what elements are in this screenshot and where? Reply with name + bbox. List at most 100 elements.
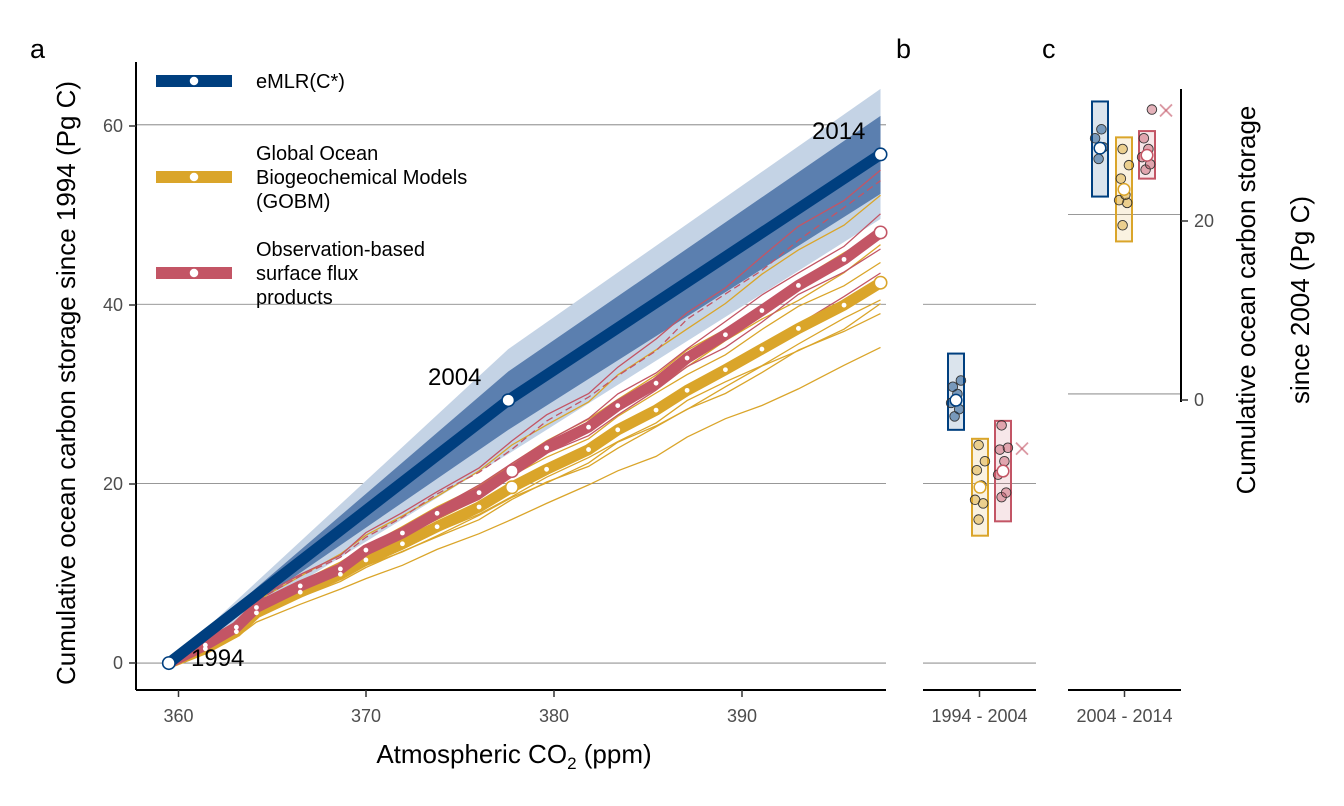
gobm-annual-point xyxy=(653,407,659,413)
legend-entry-gobm: Global Ocean Biogeochemical Models (GOBM… xyxy=(156,143,467,213)
gobm-member-point xyxy=(979,455,991,467)
obs-member-line xyxy=(168,180,881,664)
legend-entry-obs: Observation-based surface flux products xyxy=(156,239,425,309)
gobm-member-point xyxy=(971,464,983,476)
gobm-member-point xyxy=(973,439,984,451)
x-tick-label: 370 xyxy=(351,706,381,726)
obs-member-point xyxy=(1146,104,1158,115)
year-label-1994: 1994 xyxy=(191,645,244,672)
panel-c-y-tick-label: 20 xyxy=(1194,211,1214,231)
legend-label-gobm: Global Ocean xyxy=(256,143,378,165)
gobm-annual-point xyxy=(363,557,369,563)
obs-member-point xyxy=(1138,133,1150,144)
ensemble-mean-markers xyxy=(161,147,888,671)
obs-annual-point xyxy=(297,583,303,589)
panel-c-y-axis-label: since 2004 (Pg C) xyxy=(1285,196,1315,404)
gobm-member-point xyxy=(1121,197,1133,209)
gobm-annual-point xyxy=(759,346,765,352)
obs-annual-point xyxy=(759,308,765,313)
panel-a-gridlines xyxy=(136,124,886,664)
panel-c-marks xyxy=(1089,100,1173,243)
emlr-decade-point xyxy=(161,656,176,671)
obs-member-point xyxy=(996,420,1007,431)
panel-label-c: c xyxy=(1042,34,1056,64)
obs-member-point xyxy=(1002,442,1014,454)
panel-a: 360 370 380 390 0 20 40 60 Atmospheric C… xyxy=(51,62,888,773)
obs-annual-point xyxy=(615,403,621,409)
legend-label-obs: surface flux xyxy=(256,263,358,285)
legend-key-emlr-marker xyxy=(188,75,200,87)
emlr-decade-point xyxy=(501,393,516,408)
obs-annual-point xyxy=(684,355,690,361)
gobm-member-point xyxy=(1117,220,1128,231)
y-tick-label: 40 xyxy=(103,295,123,315)
emlr-member-point xyxy=(947,381,959,393)
obs-annual-point xyxy=(586,424,591,430)
obs-annual-point xyxy=(544,445,549,451)
obs-member-point xyxy=(994,444,1006,455)
panel-label-b: b xyxy=(896,34,911,64)
gobm-annual-point xyxy=(434,524,440,530)
gobm-annual-point xyxy=(586,447,591,452)
gobm-decade-point xyxy=(504,480,519,495)
x-tick-label: 390 xyxy=(727,706,757,726)
gobm-annual-point xyxy=(233,629,239,635)
obs-annual-point xyxy=(653,380,659,386)
obs-annual-point xyxy=(841,256,847,262)
gobm-annual-point xyxy=(544,466,549,472)
gobm-annual-point xyxy=(723,367,728,373)
gobm-decade-point xyxy=(873,275,888,290)
gobm-annual-point xyxy=(476,504,482,510)
x-axis-label: Atmospheric CO2 (ppm) xyxy=(376,739,651,773)
gobm-member-point xyxy=(1123,159,1135,171)
obs-annual-point xyxy=(796,282,801,288)
obs-annual-point xyxy=(363,547,369,553)
gobm-annual-point xyxy=(796,326,801,331)
gobm-annual-point xyxy=(400,541,405,547)
obs-annual-point xyxy=(337,566,343,572)
gobm-mean-point xyxy=(1117,182,1131,196)
obs-member-point xyxy=(999,455,1010,467)
obs-annual-point xyxy=(476,490,482,496)
gobm-annual-point xyxy=(297,589,303,595)
y-tick-label: 60 xyxy=(103,116,123,136)
panel-c-x-tick-label: 2004 - 2014 xyxy=(1076,706,1172,726)
gobm-member-line xyxy=(168,346,881,664)
obs-annual-point xyxy=(723,332,728,338)
obs-annual-point xyxy=(400,530,405,536)
legend-label-obs: Observation-based xyxy=(256,239,425,261)
panel-b-marks xyxy=(945,352,1029,537)
gobm-mean-point xyxy=(973,480,987,494)
panel-b: 1994 - 2004 xyxy=(923,303,1036,726)
y-tick-label: 20 xyxy=(103,474,123,494)
panel-c-y-axis-label: Cumulative ocean carbon storage xyxy=(1231,106,1261,495)
gobm-annual-point xyxy=(202,646,208,652)
emlr-member-point xyxy=(1096,124,1107,135)
obs-mean-point xyxy=(996,464,1010,478)
obs-mean-point xyxy=(1140,148,1154,162)
legend-label-gobm: (GOBM) xyxy=(256,191,330,213)
legend-key-obs-marker xyxy=(188,267,200,279)
emlr-decade-point xyxy=(873,147,888,162)
obs-annual-point xyxy=(202,642,208,648)
panel-a-ticks: 360 370 380 390 0 20 40 60 xyxy=(103,116,757,726)
gobm-annual-point xyxy=(841,302,847,308)
legend-entry-emlr: eMLR(C*) xyxy=(156,71,345,93)
gobm-annual-point xyxy=(615,427,621,433)
gobm-member-point xyxy=(1115,173,1127,184)
x-tick-label: 360 xyxy=(163,706,193,726)
panel-c: 2004 - 2014 0 20 Cumulative ocean carbon… xyxy=(1068,89,1315,726)
obs-outlier-cross xyxy=(1159,103,1173,118)
gobm-member-point xyxy=(1117,143,1128,155)
gobm-member-point xyxy=(969,494,981,506)
legend-label-obs: products xyxy=(256,287,333,309)
obs-decade-point xyxy=(873,225,888,240)
legend: eMLR(C*) Global Ocean Biogeochemical Mod… xyxy=(156,71,467,309)
legend-key-gobm-marker xyxy=(188,171,200,183)
obs-annual-point xyxy=(233,624,239,630)
y-tick-label: 0 xyxy=(113,653,123,673)
y-axis-label: Cumulative ocean carbon storage since 19… xyxy=(51,81,81,685)
obs-decade-point xyxy=(504,464,519,479)
panel-label-a: a xyxy=(30,34,46,64)
